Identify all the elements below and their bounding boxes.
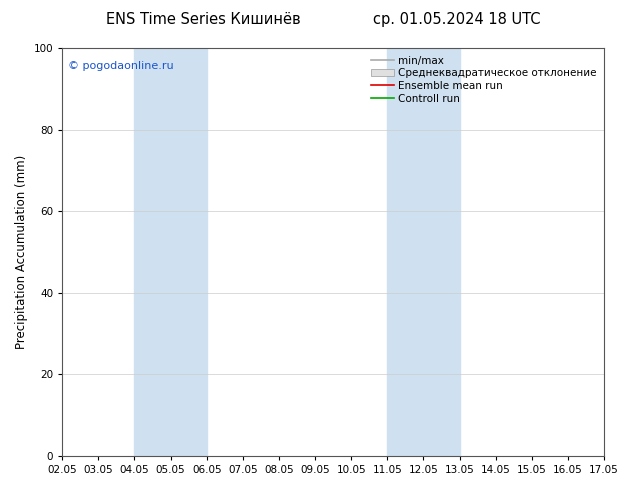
Text: © pogodaonline.ru: © pogodaonline.ru bbox=[68, 61, 173, 71]
Y-axis label: Precipitation Accumulation (mm): Precipitation Accumulation (mm) bbox=[15, 155, 28, 349]
Text: ENS Time Series Кишинёв: ENS Time Series Кишинёв bbox=[106, 12, 300, 27]
Bar bbox=[134, 49, 207, 456]
Bar bbox=[387, 49, 460, 456]
Legend: min/max, Среднеквадратическое отклонение, Ensemble mean run, Controll run: min/max, Среднеквадратическое отклонение… bbox=[369, 53, 599, 105]
Text: ср. 01.05.2024 18 UTC: ср. 01.05.2024 18 UTC bbox=[373, 12, 540, 27]
